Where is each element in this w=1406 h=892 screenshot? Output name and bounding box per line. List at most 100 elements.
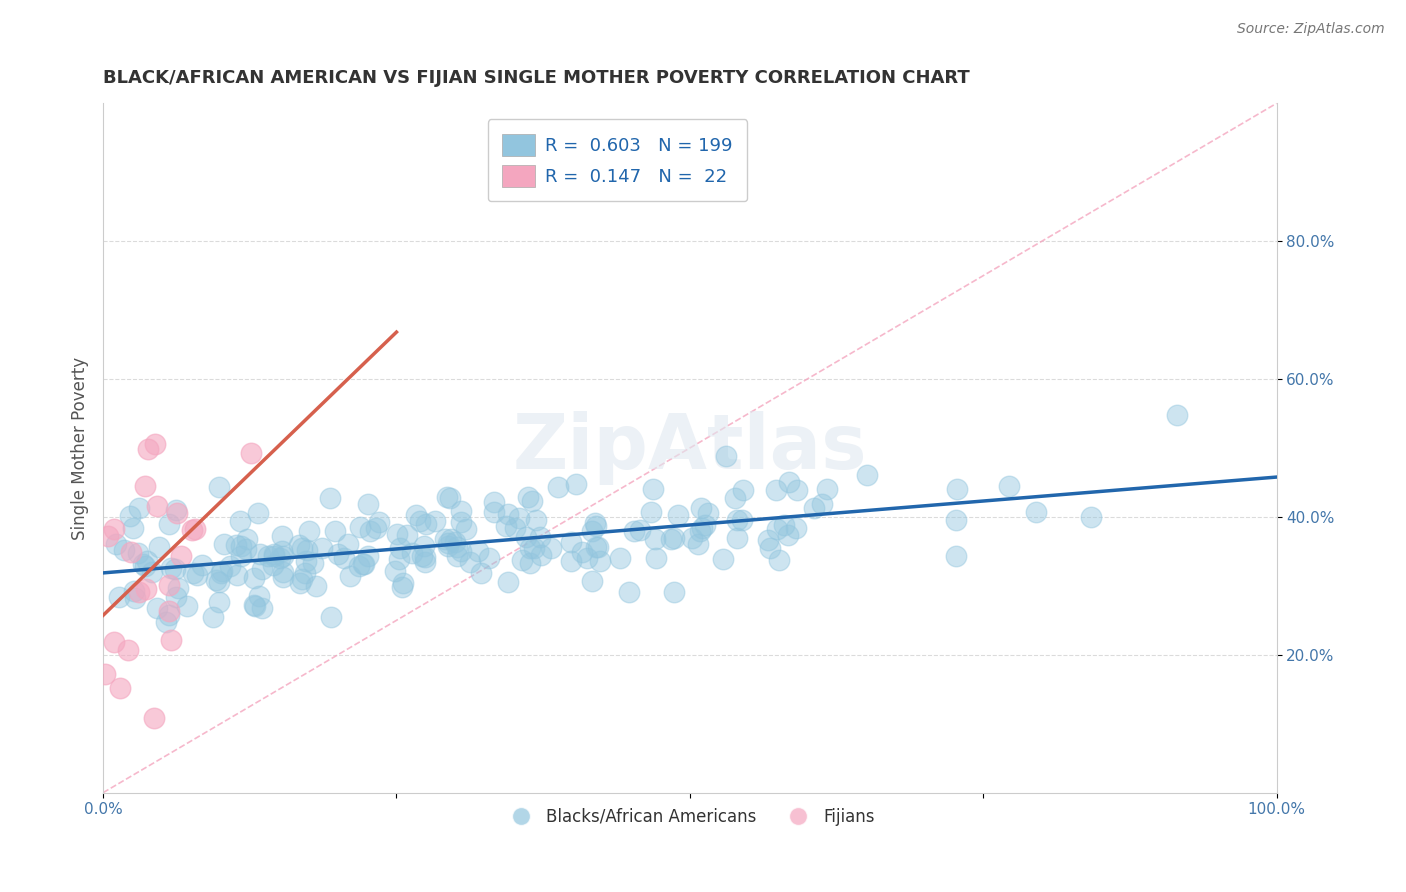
Point	[155, 615, 177, 630]
Point	[997, 479, 1019, 493]
Point	[357, 549, 380, 564]
Point	[496, 575, 519, 590]
Point	[523, 541, 546, 555]
Point	[218, 558, 240, 573]
Point	[811, 497, 834, 511]
Point	[446, 549, 468, 563]
Point	[772, 517, 794, 532]
Point	[640, 505, 662, 519]
Point	[560, 535, 582, 549]
Point	[134, 559, 156, 574]
Point	[287, 538, 309, 552]
Point	[252, 601, 274, 615]
Point	[529, 531, 551, 545]
Point	[686, 537, 709, 551]
Point	[411, 549, 433, 563]
Point	[235, 541, 257, 556]
Text: BLACK/AFRICAN AMERICAN VS FIJIAN SINGLE MOTHER POVERTY CORRELATION CHART: BLACK/AFRICAN AMERICAN VS FIJIAN SINGLE …	[103, 69, 970, 87]
Point	[585, 540, 607, 554]
Point	[247, 589, 270, 603]
Point	[395, 527, 418, 541]
Point	[211, 564, 233, 578]
Point	[143, 711, 166, 725]
Point	[945, 513, 967, 527]
Y-axis label: Single Mother Poverty: Single Mother Poverty	[72, 357, 89, 540]
Point	[758, 533, 780, 547]
Point	[323, 524, 346, 539]
Point	[263, 549, 285, 563]
Point	[1166, 408, 1188, 422]
Point	[946, 482, 969, 496]
Point	[110, 681, 132, 695]
Point	[695, 517, 717, 532]
Point	[145, 600, 167, 615]
Point	[689, 500, 711, 515]
Point	[585, 519, 607, 533]
Point	[128, 501, 150, 516]
Point	[186, 567, 208, 582]
Point	[681, 531, 703, 545]
Legend: Blacks/African Americans, Fijians: Blacks/African Americans, Fijians	[498, 801, 882, 832]
Point	[467, 544, 489, 558]
Point	[588, 553, 610, 567]
Point	[583, 516, 606, 530]
Point	[515, 530, 537, 544]
Point	[776, 528, 799, 542]
Point	[437, 535, 460, 549]
Point	[659, 532, 682, 546]
Point	[526, 513, 548, 527]
Point	[401, 546, 423, 560]
Point	[357, 497, 380, 511]
Point	[520, 494, 543, 508]
Point	[250, 562, 273, 576]
Point	[333, 551, 356, 566]
Point	[339, 568, 361, 582]
Point	[336, 536, 359, 550]
Point	[540, 541, 562, 555]
Point	[856, 468, 879, 483]
Point	[517, 490, 540, 504]
Point	[547, 480, 569, 494]
Point	[107, 590, 129, 604]
Point	[768, 552, 790, 566]
Point	[436, 539, 458, 553]
Point	[132, 557, 155, 571]
Point	[176, 599, 198, 613]
Point	[413, 539, 436, 553]
Point	[641, 483, 664, 497]
Point	[127, 546, 149, 560]
Point	[519, 556, 541, 570]
Point	[423, 514, 446, 528]
Point	[470, 566, 492, 580]
Point	[392, 576, 415, 591]
Point	[208, 575, 231, 590]
Point	[409, 514, 432, 528]
Text: ZipAtlas: ZipAtlas	[513, 411, 868, 485]
Point	[148, 540, 170, 554]
Point	[122, 584, 145, 599]
Point	[478, 551, 501, 566]
Point	[778, 475, 800, 490]
Point	[586, 540, 609, 554]
Point	[458, 555, 481, 569]
Point	[202, 610, 225, 624]
Point	[644, 533, 666, 547]
Point	[725, 532, 748, 546]
Point	[628, 524, 651, 538]
Point	[165, 503, 187, 517]
Point	[183, 522, 205, 536]
Point	[581, 574, 603, 588]
Point	[208, 480, 231, 494]
Point	[295, 554, 318, 568]
Point	[180, 524, 202, 538]
Point	[450, 503, 472, 517]
Point	[450, 516, 472, 530]
Point	[319, 609, 342, 624]
Point	[94, 667, 117, 681]
Point	[229, 539, 252, 553]
Point	[456, 522, 478, 536]
Point	[124, 591, 146, 605]
Point	[295, 543, 318, 558]
Point	[170, 549, 193, 564]
Point	[134, 479, 156, 493]
